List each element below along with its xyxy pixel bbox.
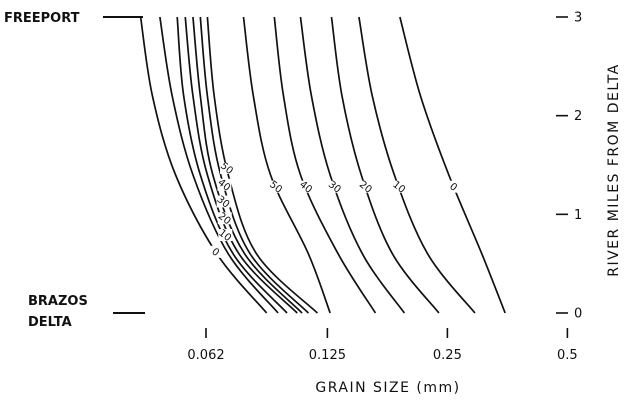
y-tick-label: 1 bbox=[574, 208, 582, 223]
contour-line bbox=[242, 16, 331, 314]
contour-line bbox=[399, 16, 506, 314]
contour-label: 0 bbox=[447, 181, 459, 194]
contour-line bbox=[299, 16, 406, 314]
contour-line bbox=[159, 16, 279, 314]
x-tick-label: 0.5 bbox=[557, 348, 578, 363]
x-tick-label: 0.062 bbox=[187, 348, 224, 363]
contour-line bbox=[176, 16, 288, 314]
contour-line bbox=[330, 16, 440, 314]
contour-label-bg bbox=[327, 180, 342, 193]
ticks: 0.062 0.125 0.25 0.5 0 1 2 3 bbox=[187, 11, 582, 364]
contour-line bbox=[273, 16, 377, 314]
delta-label: DELTA bbox=[28, 315, 72, 330]
x-tick-label: 0.25 bbox=[433, 348, 462, 363]
contour-label-bg bbox=[446, 180, 461, 193]
contour-label-bg bbox=[392, 180, 407, 193]
x-tick-label: 0.125 bbox=[309, 348, 346, 363]
contour-line bbox=[192, 16, 303, 314]
contour-line bbox=[199, 16, 309, 314]
contour-label-bg bbox=[218, 229, 233, 242]
contour-line bbox=[139, 16, 268, 314]
contour-label-bg bbox=[269, 180, 284, 193]
contour-label-bg bbox=[217, 212, 232, 225]
y-tick-label: 0 bbox=[574, 307, 582, 322]
freeport-label: FREEPORT bbox=[4, 11, 80, 26]
y-tick-label: 3 bbox=[574, 11, 582, 26]
contour-label-bg bbox=[217, 178, 232, 191]
y-tick-label: 2 bbox=[574, 109, 582, 124]
contour-line bbox=[358, 16, 476, 314]
contour-curves bbox=[139, 16, 506, 314]
contour-line bbox=[184, 16, 298, 314]
contour-label: 0 bbox=[209, 246, 221, 259]
x-axis-title: GRAIN SIZE (mm) bbox=[315, 380, 460, 396]
contour-label-bg bbox=[216, 195, 231, 208]
contour-label-bg bbox=[220, 161, 235, 174]
contour-line bbox=[206, 16, 319, 314]
contour-label-bg bbox=[208, 245, 223, 258]
y-axis-title: RIVER MILES FROM DELTA bbox=[606, 63, 622, 277]
contour-label-bg bbox=[358, 180, 373, 193]
brazos-label: BRAZOS bbox=[28, 294, 88, 309]
contour-label-bg bbox=[299, 180, 314, 193]
